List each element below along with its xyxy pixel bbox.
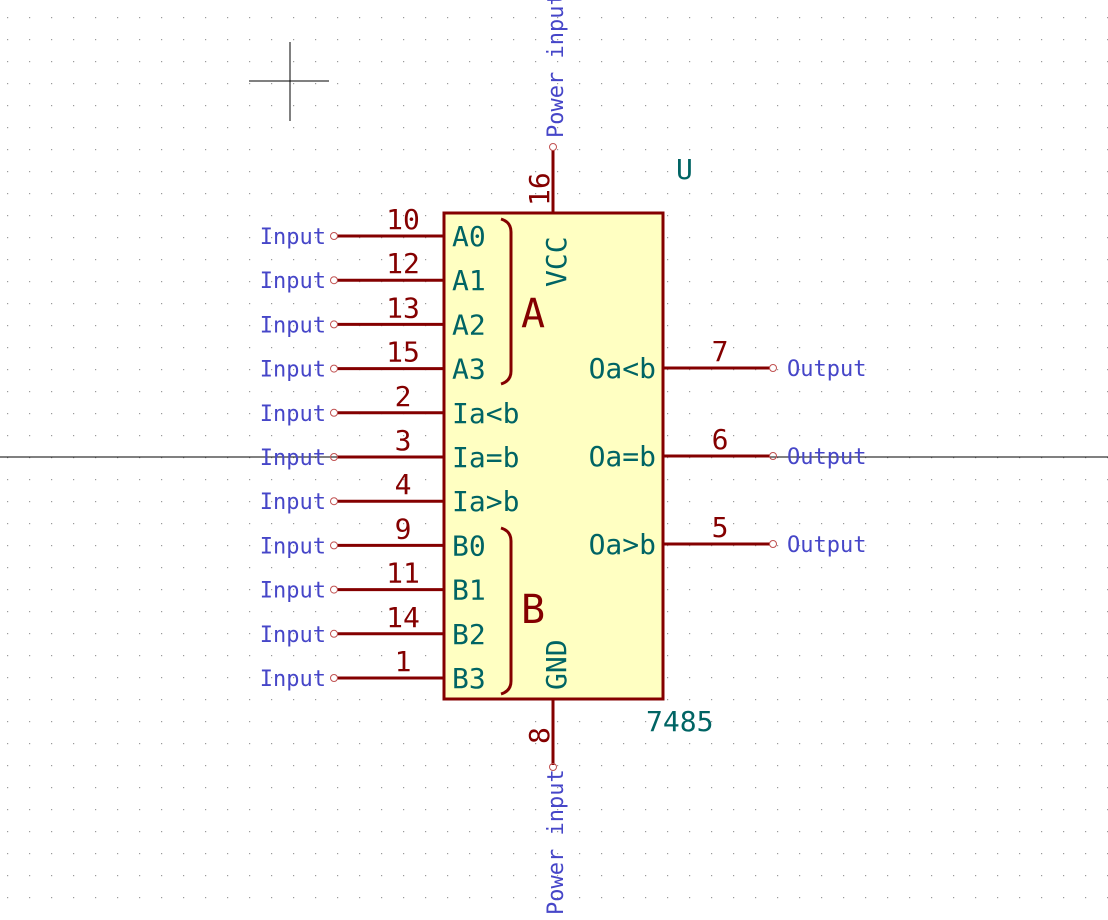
pin-name: B0 bbox=[452, 529, 486, 562]
group-a-bracket bbox=[500, 217, 513, 386]
pin-vcc[interactable]: 16 VCC Power input bbox=[523, 0, 573, 287]
pin-number: 16 bbox=[523, 172, 556, 206]
pin-ia-b[interactable]: 3 Ia=b Input bbox=[260, 424, 520, 474]
pin-electrical-type: Input bbox=[260, 579, 326, 604]
pin-electrical-type: Input bbox=[260, 313, 326, 338]
pin-electrical-type: Input bbox=[260, 402, 326, 427]
pin-number: 12 bbox=[386, 247, 420, 280]
pin-name: Ia=b bbox=[452, 441, 519, 474]
pin-electrical-type: Power input bbox=[544, 769, 569, 915]
group-a-label: A bbox=[521, 291, 545, 337]
pin-name: A3 bbox=[452, 353, 486, 386]
pin-electrical-type: Input bbox=[260, 269, 326, 294]
pin-number: 7 bbox=[712, 335, 729, 368]
pin-b3[interactable]: 1 B3 Input bbox=[260, 645, 486, 695]
pin-number: 2 bbox=[395, 380, 412, 413]
pin-number: 13 bbox=[386, 291, 420, 324]
pin-name: B2 bbox=[452, 618, 486, 651]
pin-number: 1 bbox=[395, 645, 412, 678]
pin-a2[interactable]: 13 A2 Input bbox=[260, 291, 486, 341]
pin-electrical-type: Input bbox=[260, 225, 326, 250]
pin-number: 5 bbox=[712, 511, 729, 544]
pin-b0[interactable]: 9 B0 Input bbox=[260, 512, 486, 562]
pin-electrical-type: Input bbox=[260, 490, 326, 515]
left-pins: 10A0Input12A1Input13A2Input15A3Input2Ia<… bbox=[260, 203, 520, 695]
pin-electrical-type: Output bbox=[787, 445, 866, 470]
pin-name: GND bbox=[540, 639, 573, 690]
pin-electrical-type: Power input bbox=[544, 0, 569, 138]
pin-a3[interactable]: 15 A3 Input bbox=[260, 336, 486, 386]
reference-designator[interactable]: U bbox=[676, 153, 693, 186]
pin-number: 3 bbox=[395, 424, 412, 457]
pin-a0[interactable]: 10 A0 Input bbox=[260, 203, 486, 253]
pin-name: Oa>b bbox=[589, 528, 656, 561]
pin-number: 15 bbox=[386, 336, 420, 369]
pin-number: 8 bbox=[523, 727, 556, 744]
pin-ia-b[interactable]: 2 Ia<b Input bbox=[260, 380, 520, 430]
pin-b2[interactable]: 14 B2 Input bbox=[260, 601, 486, 651]
pin-name: B1 bbox=[452, 574, 486, 607]
pin-name: A1 bbox=[452, 264, 486, 297]
pin-electrical-type: Output bbox=[787, 533, 866, 558]
crosshair-cursor bbox=[249, 42, 329, 121]
pin-name: Ia<b bbox=[452, 397, 519, 430]
group-b-bracket bbox=[500, 526, 513, 696]
pin-oa-b[interactable]: 6 Oa=b Output bbox=[589, 423, 867, 473]
pin-name: Ia>b bbox=[452, 485, 519, 518]
pin-number: 4 bbox=[395, 468, 412, 501]
pin-b1[interactable]: 11 B1 Input bbox=[260, 557, 486, 607]
pin-a1[interactable]: 12 A1 Input bbox=[260, 247, 486, 297]
pin-name: A2 bbox=[452, 308, 486, 341]
pin-number: 9 bbox=[395, 512, 412, 545]
pin-ia-b[interactable]: 4 Ia>b Input bbox=[260, 468, 520, 518]
pin-oa-b[interactable]: 7 Oa<b Output bbox=[589, 335, 867, 385]
pin-oa-b[interactable]: 5 Oa>b Output bbox=[589, 511, 867, 561]
group-b-label: B bbox=[521, 587, 545, 633]
pin-gnd[interactable]: 8 GND Power input bbox=[523, 639, 573, 915]
pin-name: A0 bbox=[452, 220, 486, 253]
pin-number: 14 bbox=[386, 601, 420, 634]
right-pins: 7 Oa<b Output 6 Oa=b Output 5 Oa>b Output bbox=[589, 335, 867, 561]
pin-electrical-type: Output bbox=[787, 357, 866, 382]
pin-name: Oa<b bbox=[589, 352, 656, 385]
pin-name: B3 bbox=[452, 662, 486, 695]
pin-name: Oa=b bbox=[589, 440, 656, 473]
component-value[interactable]: 7485 bbox=[646, 705, 713, 738]
pin-electrical-type: Input bbox=[260, 667, 326, 692]
pin-number: 11 bbox=[386, 557, 420, 590]
pin-electrical-type: Input bbox=[260, 446, 326, 471]
pin-electrical-type: Input bbox=[260, 623, 326, 648]
pin-number: 6 bbox=[712, 423, 729, 456]
pin-number: 10 bbox=[386, 203, 420, 236]
pin-electrical-type: Input bbox=[260, 534, 326, 559]
pin-name: VCC bbox=[540, 236, 573, 287]
pin-electrical-type: Input bbox=[260, 358, 326, 383]
